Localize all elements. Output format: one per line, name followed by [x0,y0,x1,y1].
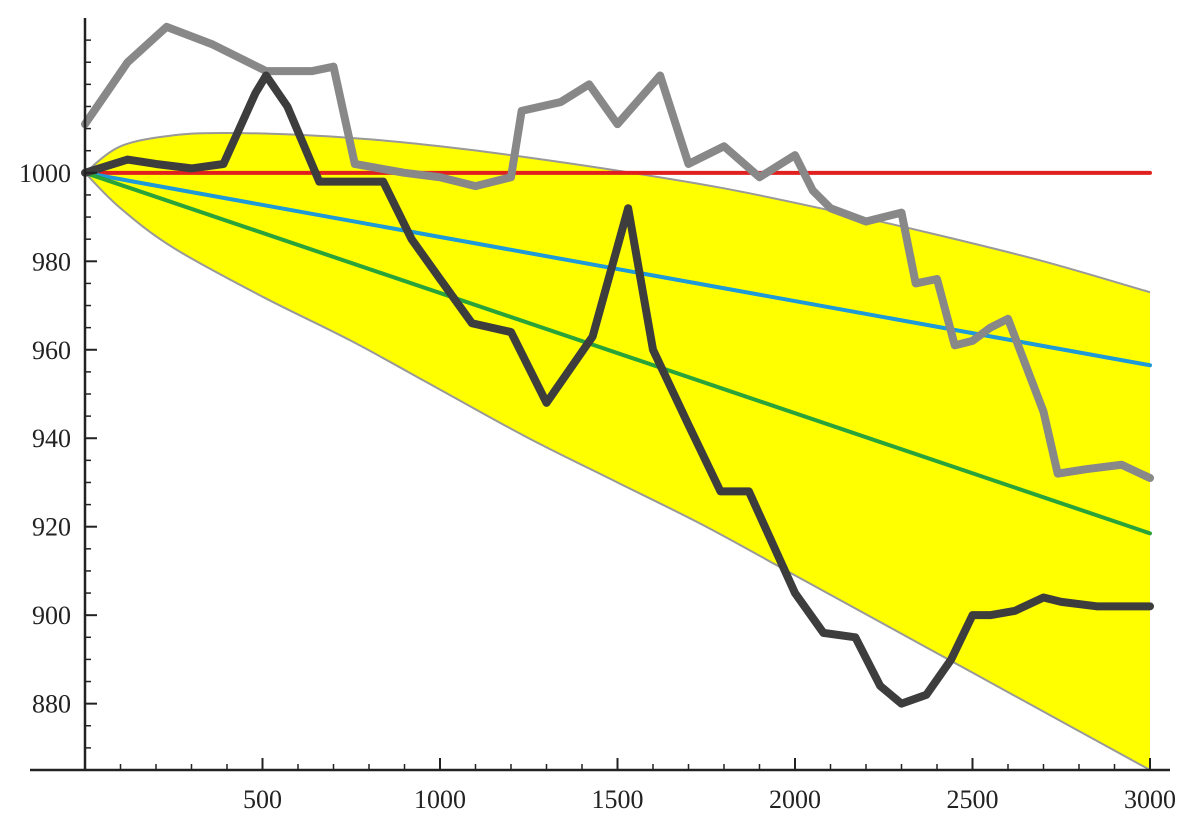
x-tick-label: 2000 [769,785,821,814]
series-line-3 [83,170,1152,536]
band-lower-edge [84,172,1151,771]
confidence-band-layer [84,132,1151,771]
y-tick-label: 900 [32,601,71,630]
x-tick-label: 500 [243,785,282,814]
band-fill [85,133,1150,771]
series-layer [81,22,1154,708]
y-tick-label: 920 [32,513,71,542]
y-tick-label: 940 [32,424,71,453]
series-line-5 [81,71,1154,708]
band-upper-edge [84,132,1151,294]
y-tick-label: 880 [32,690,71,719]
y-tick-label: 1000 [19,159,71,188]
x-tick-label: 1000 [414,785,466,814]
y-tick-label: 960 [32,336,71,365]
series-line-2 [83,170,1152,368]
x-tick-label: 3000 [1124,785,1176,814]
axes-layer: 880 900 920 940 960 980 1000 500 1000 1500 2000 250… [19,18,1176,814]
series-line-4 [81,22,1154,483]
y-tick-label: 980 [32,247,71,276]
x-tick-label: 1500 [592,785,644,814]
x-tick-label: 2500 [947,785,999,814]
